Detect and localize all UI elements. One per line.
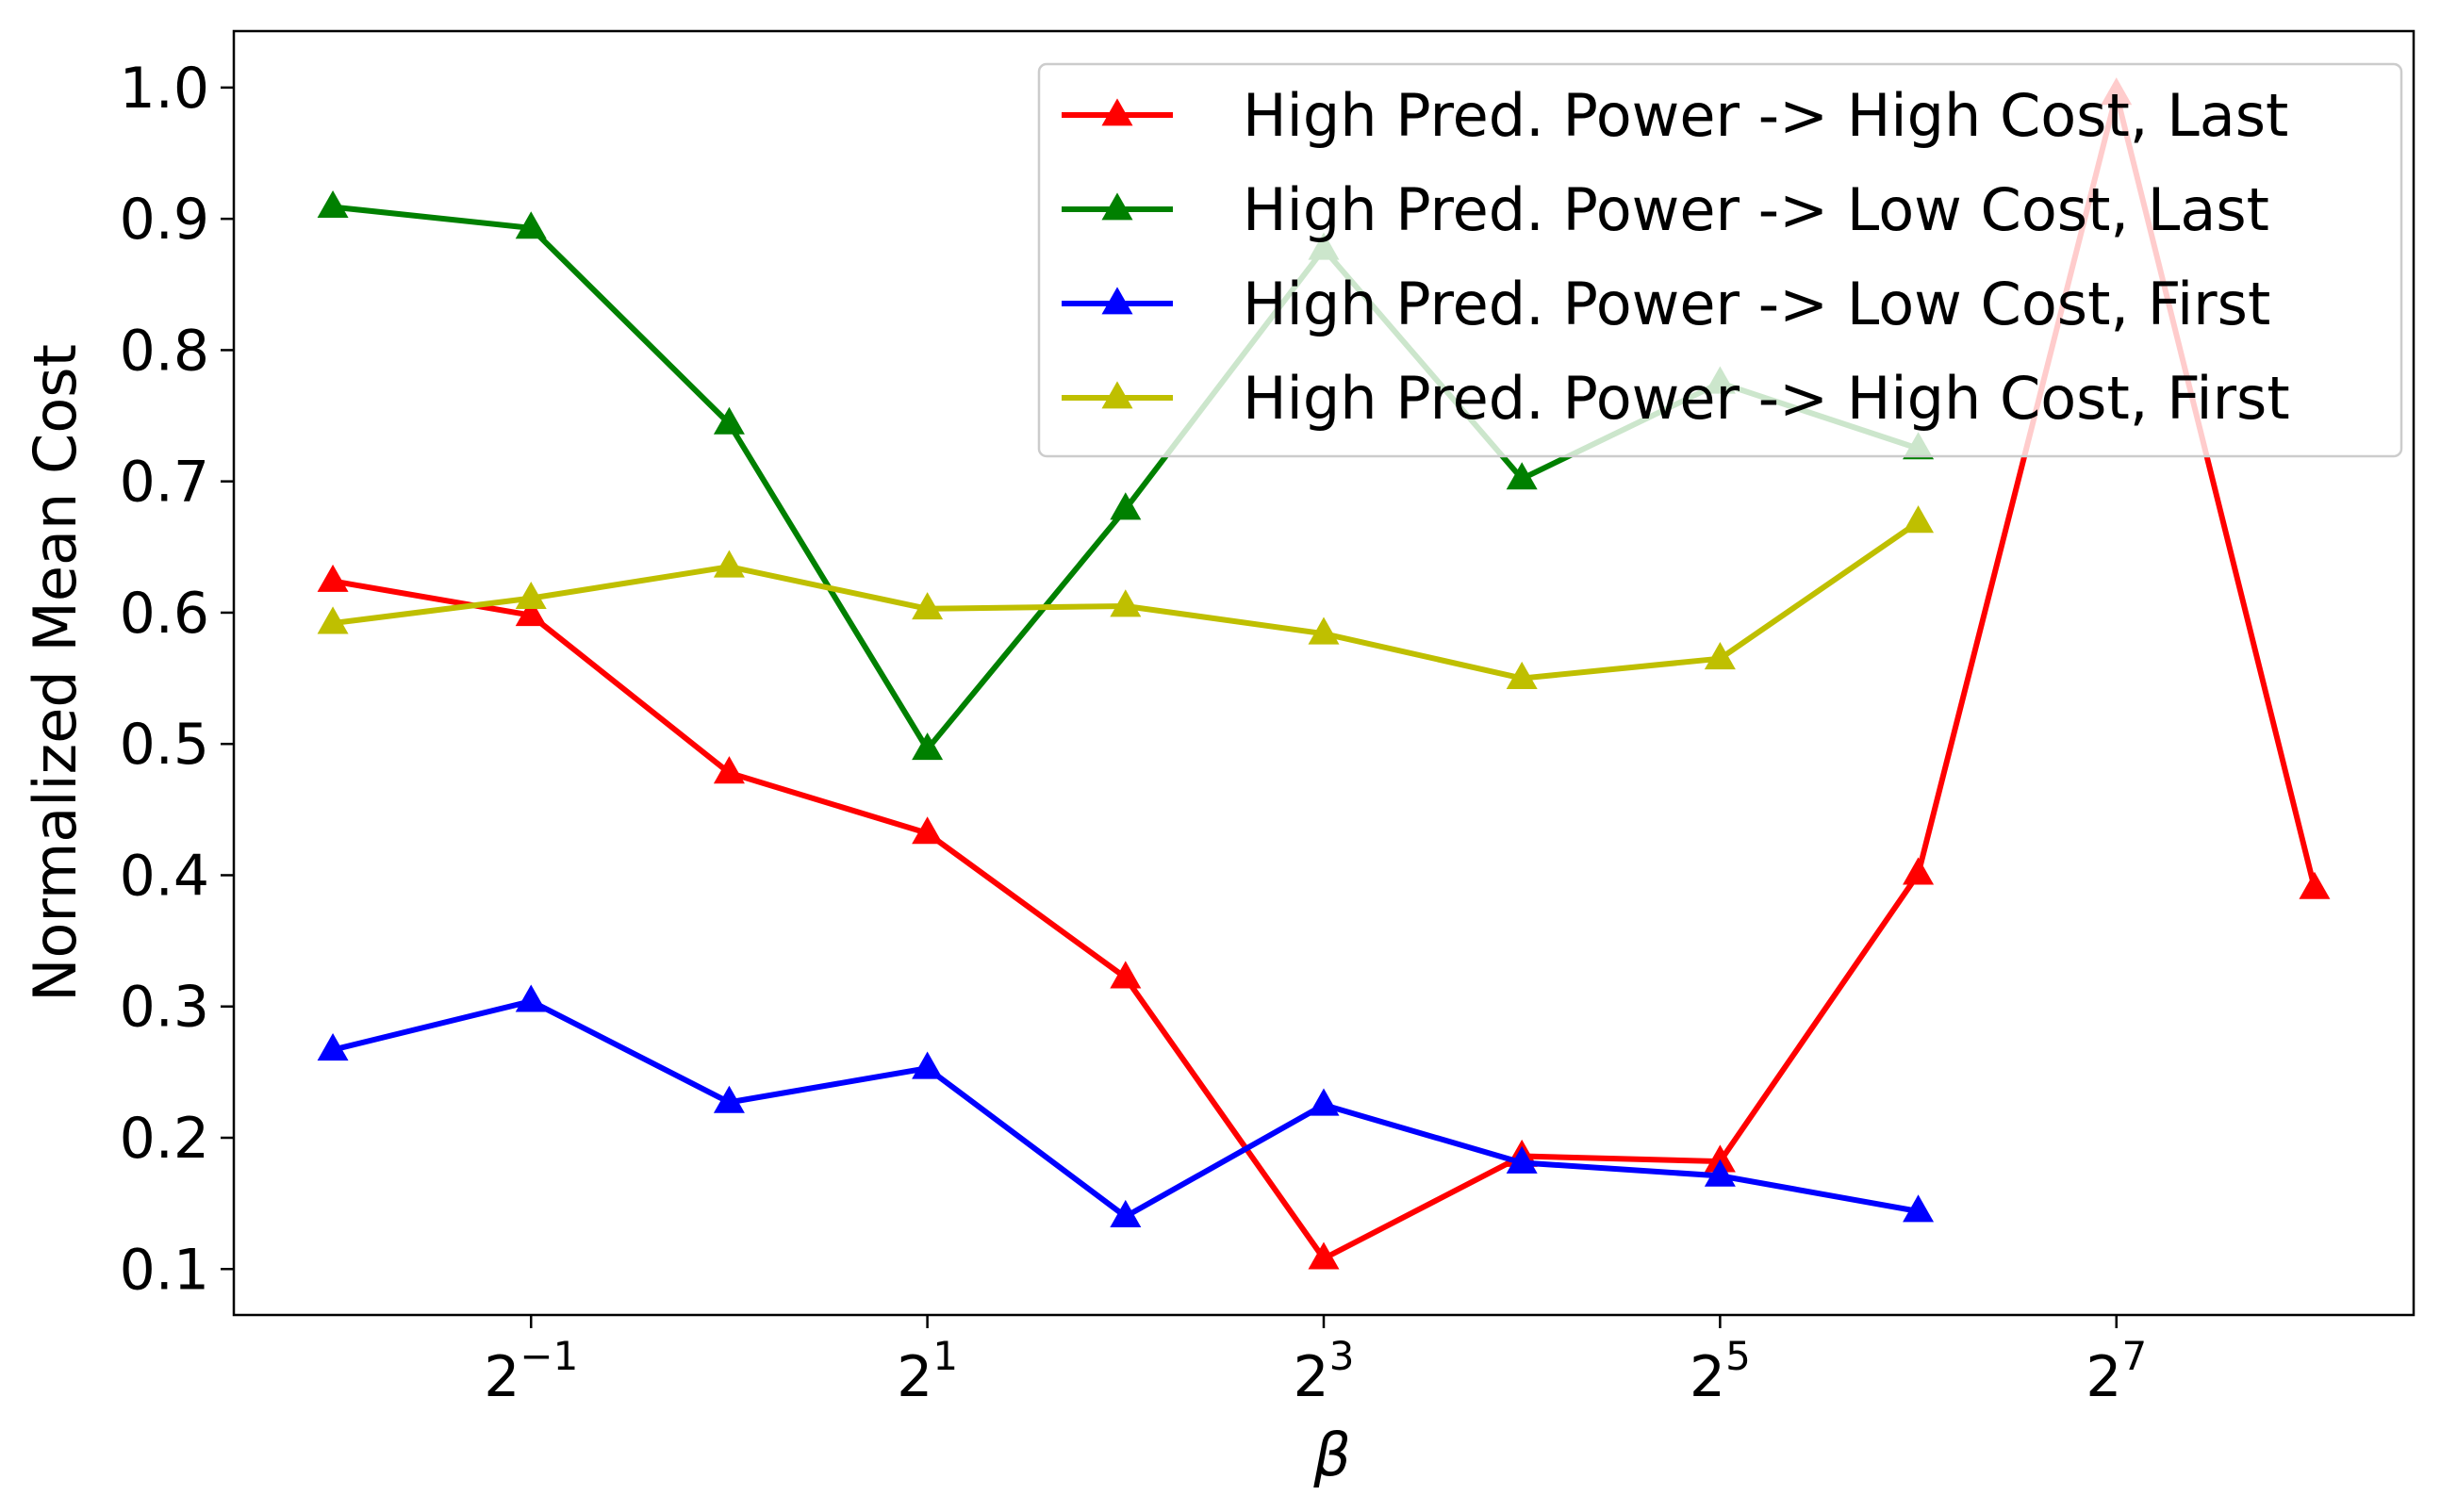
data-point — [1903, 505, 1935, 534]
data-point — [912, 1051, 944, 1079]
y-axis-label: Normalized Mean Cost — [21, 344, 90, 1002]
legend-label: High Pred. Power -> High Cost, First — [1243, 364, 2290, 433]
legend-label: High Pred. Power -> Low Cost, First — [1243, 270, 2270, 338]
data-point — [1704, 642, 1736, 670]
legend-marker — [1101, 381, 1133, 409]
legend-label: High Pred. Power -> Low Cost, Last — [1243, 175, 2269, 244]
x-tick-label: 27 — [2086, 1333, 2147, 1410]
data-point — [1110, 1199, 1142, 1227]
data-point — [713, 550, 745, 578]
legend-marker — [1101, 192, 1133, 221]
y-tick-label: 0.1 — [120, 1237, 209, 1303]
data-point — [515, 599, 547, 627]
x-tick-label: 25 — [1690, 1333, 1751, 1410]
data-point — [1903, 1194, 1935, 1223]
legend-item: High Pred. Power -> Low Cost, First — [1062, 270, 2270, 338]
x-tick-label: 2−1 — [484, 1333, 578, 1410]
data-point — [1308, 1088, 1340, 1116]
data-point — [1110, 589, 1142, 617]
x-axis-label: β — [1312, 1421, 1351, 1489]
legend: High Pred. Power -> High Cost, Last High … — [1037, 62, 2403, 458]
y-axis: 0.1 0.2 0.3 0.4 0.5 0.6 0.7 0.8 0.9 1.0 — [120, 56, 234, 1303]
data-point — [1308, 1241, 1340, 1270]
data-point — [515, 211, 547, 239]
data-point — [912, 816, 944, 845]
series-2 — [317, 984, 1935, 1227]
data-point — [1506, 1145, 1538, 1174]
data-point — [515, 984, 547, 1012]
x-axis: 2−1 21 23 25 27 — [484, 1315, 2147, 1410]
x-tick-label: 21 — [897, 1333, 958, 1410]
legend-item: High Pred. Power -> Low Cost, Last — [1062, 175, 2269, 244]
data-point — [515, 581, 547, 610]
y-tick-label: 0.4 — [120, 843, 209, 909]
legend-marker — [1101, 287, 1133, 315]
data-point — [713, 1085, 745, 1113]
legend-label: High Pred. Power -> High Cost, Last — [1243, 81, 2288, 150]
legend-item: High Pred. Power -> High Cost, Last — [1062, 81, 2288, 150]
y-tick-label: 1.0 — [120, 56, 209, 122]
data-point — [2299, 871, 2331, 899]
legend-marker — [1101, 98, 1133, 126]
data-point — [1704, 1144, 1736, 1173]
data-point — [713, 406, 745, 435]
data-point — [1110, 492, 1142, 520]
legend-box — [1037, 62, 2403, 458]
data-point — [1903, 857, 1935, 885]
y-tick-label: 0.3 — [120, 975, 209, 1041]
data-point — [1110, 961, 1142, 989]
y-tick-label: 0.7 — [120, 450, 209, 516]
x-tick-label: 23 — [1294, 1333, 1355, 1410]
data-point — [713, 756, 745, 784]
legend-item: High Pred. Power -> High Cost, First — [1062, 364, 2290, 433]
data-point — [317, 606, 349, 634]
y-tick-label: 0.6 — [120, 581, 209, 647]
data-point — [317, 189, 349, 219]
y-tick-label: 0.9 — [120, 187, 209, 253]
data-point — [912, 732, 944, 761]
data-point — [1506, 661, 1538, 689]
data-point — [912, 592, 944, 620]
data-point — [317, 1033, 349, 1061]
data-point — [1506, 462, 1538, 490]
data-point — [317, 564, 349, 592]
data-point — [1704, 1159, 1736, 1187]
series-3 — [317, 505, 1935, 689]
y-tick-label: 0.5 — [120, 712, 209, 778]
data-point — [1308, 616, 1340, 645]
y-tick-label: 0.8 — [120, 318, 209, 384]
y-tick-label: 0.2 — [120, 1106, 209, 1172]
